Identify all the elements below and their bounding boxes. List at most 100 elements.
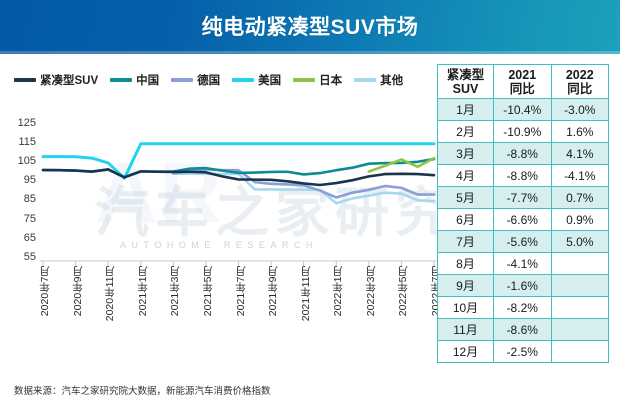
legend-label: 德国 (197, 75, 221, 87)
table-row: 11月 -8.6% (437, 318, 609, 341)
source-note: 数据来源：汽车之家研究院大数据，新能源汽车消费价格指数 (14, 386, 271, 397)
table-cell-y2021: -6.6% (493, 208, 552, 231)
table-cell-y2022: 5.0% (550, 230, 609, 253)
table-row: 6月 -6.6% 0.9% (437, 208, 609, 231)
legend-item-6[interactable]: 其他 (354, 72, 403, 88)
table-row: 1月 -10.4% -3.0% (437, 98, 609, 121)
table-cell-y2021: -10.4% (493, 98, 552, 121)
table-row: 10月 -8.2% (437, 296, 609, 319)
table-cell-y2022 (550, 340, 609, 363)
table-cell-y2021: -4.1% (493, 252, 552, 275)
x-tick-label: 2022年1月 (332, 266, 345, 317)
chart-legend: 紧凑型SUV 中国 德国 美国 日本 其他 (14, 69, 432, 91)
line-chart: 125 115 105 95 85 75 65 55 (0, 95, 440, 275)
table-row: 7月 -5.6% 5.0% (437, 230, 609, 253)
table-cell-y2022 (550, 296, 609, 319)
table-cell-y2021: -8.8% (493, 142, 552, 165)
y-tick-125: 125 (17, 116, 36, 129)
table-cell-y2022: 1.6% (550, 120, 609, 143)
table-cell-month: 8月 (437, 252, 494, 275)
x-axis-labels: 2020年7月 2020年9月 2020年11月 2021年1月 2021年3月 2021… (0, 262, 442, 362)
table-cell-month: 5月 (437, 186, 494, 209)
table-head: 紧凑型 SUV 2021 同比 2022 同比 (437, 64, 609, 99)
y-tick-75: 75 (23, 212, 36, 225)
legend-item-5[interactable]: 日本 (293, 72, 342, 88)
table-cell-y2022: -4.1% (550, 164, 609, 187)
legend-swatch-icon (171, 78, 194, 82)
table-cell-y2022: -3.0% (550, 98, 609, 121)
x-tick-label: 2021年9月 (267, 266, 280, 317)
table-header-cell-1: 紧凑型 SUV (437, 64, 494, 99)
table-row: 4月 -8.8% -4.1% (437, 164, 609, 187)
table-cell-month: 1月 (437, 98, 494, 121)
yoy-table: 紧凑型 SUV 2021 同比 2022 同比 1月 -10.4% -3.0% 2月 -10.9%… (437, 64, 609, 363)
x-tick-label: 2020年11月 (104, 266, 117, 322)
legend-item-3[interactable]: 德国 (171, 72, 220, 88)
chart-plot-area (40, 142, 440, 266)
table-cell-month: 7月 (437, 230, 494, 253)
table-cell-y2022: 0.7% (550, 186, 609, 209)
table-cell-y2021: -8.2% (493, 296, 552, 319)
y-axis-labels: 125 115 105 95 85 75 65 55 (0, 95, 40, 275)
legend-swatch-icon (354, 78, 377, 82)
legend-swatch-icon (293, 78, 316, 82)
y-tick-95: 95 (23, 174, 36, 187)
table-cell-y2021: -10.9% (493, 120, 552, 143)
table-body: 1月 -10.4% -3.0% 2月 -10.9% 1.6% 3月 -8.8% 4.1% 4月 -8… (437, 98, 609, 363)
table-cell-y2022 (550, 274, 609, 297)
x-tick-label: 2020年9月 (71, 266, 84, 317)
legend-label: 美国 (258, 75, 282, 87)
series-line-其他 (172, 172, 436, 205)
series-line-美国 (41, 142, 436, 180)
legend-item-2[interactable]: 中国 (110, 72, 159, 88)
x-tick-label: 2021年5月 (201, 266, 214, 317)
x-tick-label: 2021年1月 (136, 266, 149, 317)
table-header-cell-2: 2021 同比 (493, 64, 552, 99)
table-cell-y2021: -5.6% (493, 230, 552, 253)
x-tick-label: 2021年3月 (169, 266, 182, 317)
x-tick-label: 2022年5月 (397, 266, 410, 317)
x-tick-label: 2021年7月 (234, 266, 247, 317)
y-tick-115: 115 (18, 135, 36, 148)
x-tick-label: 2022年3月 (364, 266, 377, 317)
table-cell-month: 11月 (437, 318, 494, 341)
banner-underline (0, 51, 620, 54)
legend-label: 日本 (319, 75, 343, 87)
yoy-table-wrapper: 紧凑型 SUV 2021 同比 2022 同比 1月 -10.4% -3.0% 2月 -10.9%… (437, 64, 609, 363)
table-cell-y2021: -1.6% (493, 274, 552, 297)
table-cell-y2021: -8.6% (493, 318, 552, 341)
legend-item-1[interactable]: 紧凑型SUV (14, 72, 98, 88)
legend-swatch-icon (110, 78, 133, 82)
legend-swatch-icon (232, 78, 255, 82)
table-cell-month: 4月 (437, 164, 494, 187)
table-row: 2月 -10.9% 1.6% (437, 120, 609, 143)
page-title: 纯电动紧凑型SUV市场 (201, 15, 419, 39)
legend-label: 紧凑型SUV (40, 75, 99, 87)
legend-swatch-icon (14, 78, 36, 82)
table-header-cell-3: 2022 同比 (550, 64, 609, 99)
table-cell-y2022 (550, 252, 609, 275)
table-cell-month: 12月 (437, 340, 494, 363)
table-cell-month: 9月 (437, 274, 494, 297)
table-cell-month: 6月 (437, 208, 494, 231)
x-tick-label: 2021年11月 (299, 266, 312, 322)
legend-label: 中国 (136, 75, 160, 87)
table-cell-month: 2月 (437, 120, 494, 143)
y-tick-105: 105 (17, 155, 36, 167)
table-row: 5月 -7.7% 0.7% (437, 186, 609, 209)
table-cell-y2021: -7.7% (493, 186, 552, 209)
table-cell-y2021: -8.8% (493, 164, 552, 187)
table-cell-month: 10月 (437, 296, 494, 319)
header-banner: 纯电动紧凑型SUV市场 (0, 0, 620, 51)
y-tick-55: 55 (23, 251, 36, 263)
series-line-紧凑型SUV (41, 168, 436, 187)
y-tick-85: 85 (23, 193, 36, 206)
legend-item-4[interactable]: 美国 (232, 72, 281, 88)
table-row: 12月 -2.5% (437, 340, 609, 363)
table-cell-month: 3月 (437, 142, 494, 165)
table-row: 9月 -1.6% (437, 274, 609, 297)
series-line-日本 (367, 156, 436, 173)
table-row: 3月 -8.8% 4.1% (437, 142, 609, 165)
table-cell-y2022: 0.9% (550, 208, 609, 231)
